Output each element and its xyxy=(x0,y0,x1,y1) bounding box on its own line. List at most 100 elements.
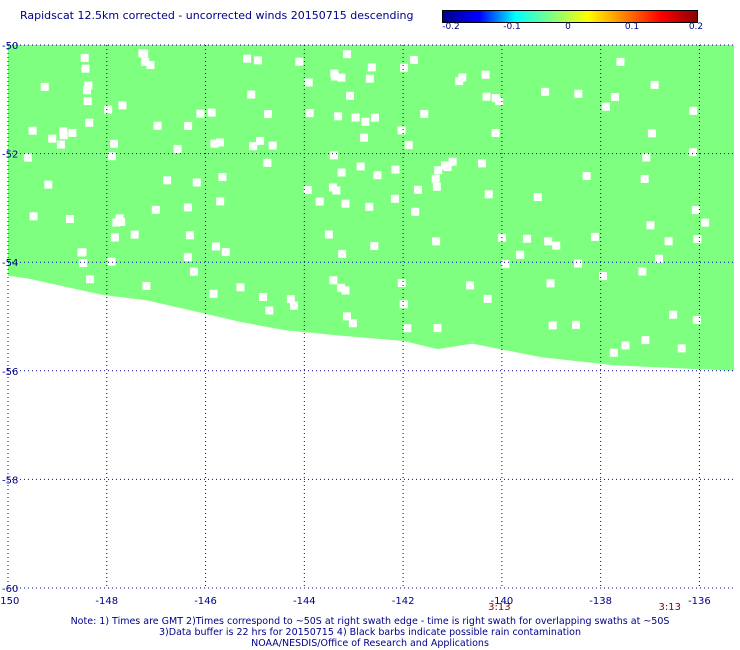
missing-cell xyxy=(448,157,457,166)
missing-cell xyxy=(484,190,493,199)
lon-tick-label: -144 xyxy=(293,596,316,607)
missing-cell xyxy=(184,121,193,130)
missing-cell xyxy=(669,310,678,319)
missing-cell xyxy=(360,133,369,142)
missing-cell xyxy=(216,197,225,206)
missing-cell xyxy=(351,113,360,122)
missing-cell xyxy=(256,136,265,145)
missing-cell xyxy=(107,257,116,266)
missing-cell xyxy=(491,128,500,137)
lon-tick-label: -146 xyxy=(194,596,217,607)
missing-cell xyxy=(142,281,151,290)
missing-cell xyxy=(390,194,399,203)
missing-cell xyxy=(582,172,591,181)
missing-cell xyxy=(590,232,599,241)
lat-tick-label: -60 xyxy=(2,584,18,595)
missing-cell xyxy=(691,206,700,215)
missing-cell xyxy=(140,49,149,58)
missing-cell xyxy=(82,86,91,95)
swath-time-label: 3:13 xyxy=(659,602,681,613)
missing-cell xyxy=(523,234,532,243)
lat-tick-label: -50 xyxy=(2,41,18,52)
missing-cell xyxy=(391,165,400,174)
missing-cell xyxy=(650,80,659,89)
missing-cell xyxy=(243,54,252,63)
missing-cell xyxy=(236,283,245,292)
missing-cell xyxy=(692,315,701,324)
missing-cell xyxy=(601,102,610,111)
missing-cell xyxy=(403,324,412,333)
lat-tick-label: -58 xyxy=(2,475,18,486)
missing-cell xyxy=(546,279,555,288)
missing-cell xyxy=(610,93,619,102)
missing-cell xyxy=(263,158,272,167)
missing-cell xyxy=(196,109,205,118)
missing-cell xyxy=(185,231,194,240)
missing-cell xyxy=(173,144,182,153)
lon-tick-label: -136 xyxy=(688,596,711,607)
colorbar xyxy=(442,10,698,23)
missing-cell xyxy=(404,141,413,150)
missing-cell xyxy=(642,153,651,162)
missing-cell xyxy=(483,294,492,303)
missing-cell xyxy=(343,50,352,59)
missing-cell xyxy=(574,89,583,98)
missing-cell xyxy=(286,295,295,304)
missing-cell xyxy=(44,180,53,189)
missing-cell xyxy=(365,202,374,211)
lat-tick-label: -56 xyxy=(2,367,18,378)
missing-cell xyxy=(609,348,618,357)
missing-cell xyxy=(413,185,422,194)
missing-cell xyxy=(482,92,491,101)
missing-cell xyxy=(345,91,354,100)
missing-cell xyxy=(264,110,273,119)
missing-cell xyxy=(409,55,418,64)
missing-cell xyxy=(689,106,698,115)
missing-cell xyxy=(130,230,139,239)
missing-cell xyxy=(552,241,561,250)
missing-cell xyxy=(441,161,450,170)
missing-cell xyxy=(693,235,702,244)
missing-cell xyxy=(334,112,343,121)
missing-cell xyxy=(701,218,710,227)
missing-cell xyxy=(616,57,625,66)
missing-cell xyxy=(59,127,68,136)
missing-cell xyxy=(638,267,647,276)
colorbar-label: -0.2 xyxy=(442,22,460,32)
missing-cell xyxy=(337,283,346,292)
missing-cell xyxy=(400,63,409,72)
missing-cell xyxy=(329,151,338,160)
missing-cell xyxy=(218,173,227,182)
missing-cell xyxy=(324,230,333,239)
missing-cell xyxy=(356,162,365,171)
map-title: Rapidscat 12.5km corrected - uncorrected… xyxy=(20,9,414,22)
missing-cell xyxy=(79,259,88,268)
missing-cell xyxy=(268,141,277,150)
missing-cell xyxy=(84,81,93,90)
missing-cell xyxy=(370,242,379,251)
colorbar-label: -0.1 xyxy=(503,22,521,32)
missing-cell xyxy=(370,113,379,122)
missing-cell xyxy=(77,248,86,257)
missing-cell xyxy=(68,128,77,137)
notes: Note: 1) Times are GMT 2)Times correspon… xyxy=(0,616,740,649)
missing-cell xyxy=(110,139,119,148)
missing-cell xyxy=(466,281,475,290)
missing-cell xyxy=(432,182,441,191)
missing-cell xyxy=(86,275,95,284)
missing-cell xyxy=(23,153,32,162)
missing-cell xyxy=(516,250,525,259)
missing-cell xyxy=(478,159,487,168)
missing-cell xyxy=(541,87,550,96)
lon-tick-label: -142 xyxy=(392,596,415,607)
missing-cell xyxy=(210,139,219,148)
colorbar-label: 0 xyxy=(565,22,571,32)
missing-cell xyxy=(83,97,92,106)
missing-cell xyxy=(265,306,274,315)
note-line: Note: 1) Times are GMT 2)Times correspon… xyxy=(70,616,670,627)
missing-cell xyxy=(411,207,420,216)
missing-cell xyxy=(337,168,346,177)
lon-tick-label: -138 xyxy=(589,596,612,607)
missing-cell xyxy=(212,242,221,251)
